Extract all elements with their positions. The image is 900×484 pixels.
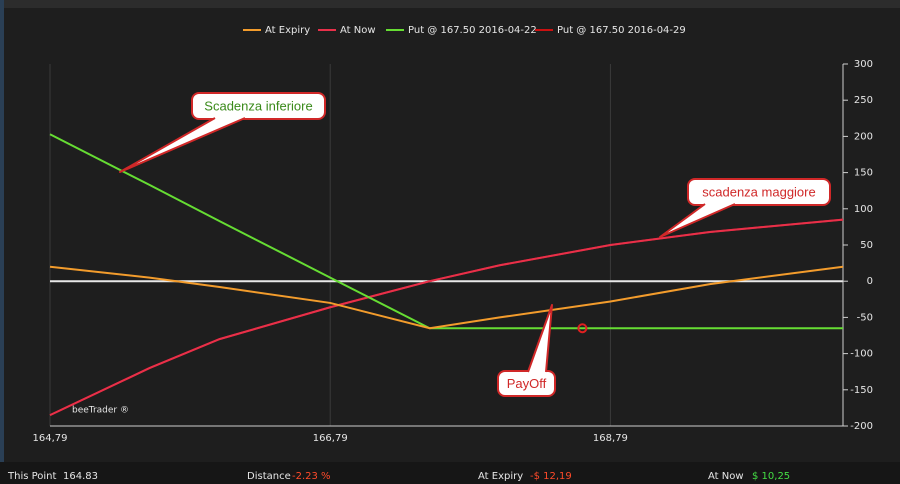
left-strip <box>0 0 4 484</box>
status-value: -2.23 % <box>292 471 331 482</box>
callout-pointer <box>119 117 246 173</box>
y-tick-label: -50 <box>857 312 873 323</box>
status-label: At Expiry <box>478 471 523 482</box>
legend-label: At Expiry <box>265 25 310 36</box>
callout-box <box>191 92 326 120</box>
y-tick-label: 200 <box>854 131 873 142</box>
status-bar <box>0 462 900 484</box>
callout-cover <box>216 114 244 117</box>
callout: scadenza maggiore <box>659 178 831 238</box>
y-tick-label: 150 <box>854 168 873 179</box>
callout-cover <box>529 373 545 376</box>
status-value: 164.83 <box>63 471 98 482</box>
y-tick-label: -150 <box>850 385 873 396</box>
callout-text: Scadenza inferiore <box>204 98 312 113</box>
callout-box <box>687 178 831 206</box>
callout-pointer <box>527 304 553 373</box>
x-tick-label: 164,79 <box>33 433 68 444</box>
legend-label: At Now <box>340 25 376 36</box>
callout-box <box>497 370 556 397</box>
legend-label: Put @ 167.50 2016-04-29 <box>557 25 686 36</box>
y-tick-label: 50 <box>860 240 873 251</box>
status-label: At Now <box>708 471 744 482</box>
callout-cover <box>706 200 734 203</box>
status-label: Distance <box>247 471 291 482</box>
callout-pointer <box>659 203 736 238</box>
callout-text: PayOff <box>507 376 547 391</box>
top-bar <box>0 0 900 8</box>
status-label: This Point <box>7 471 57 482</box>
watermark: beeTrader ® <box>72 406 129 416</box>
y-tick-label: -100 <box>850 349 873 360</box>
series-line <box>49 265 844 330</box>
status-value: -$ 12,19 <box>530 471 572 482</box>
x-tick-label: 166,79 <box>313 433 348 444</box>
y-tick-label: 100 <box>854 204 873 215</box>
callout: PayOff <box>497 304 556 397</box>
point-marker <box>577 323 588 334</box>
status-value: $ 10,25 <box>752 471 790 482</box>
y-tick-label: -200 <box>850 421 873 432</box>
series-line <box>49 218 844 417</box>
callout-text: scadenza maggiore <box>702 184 815 199</box>
x-tick-label: 168,79 <box>593 433 628 444</box>
y-tick-label: 250 <box>854 95 873 106</box>
y-tick-label: 0 <box>867 276 873 287</box>
y-tick-label: 300 <box>854 59 873 70</box>
callout: Scadenza inferiore <box>119 92 326 173</box>
legend-label: Put @ 167.50 2016-04-22 <box>408 25 537 36</box>
